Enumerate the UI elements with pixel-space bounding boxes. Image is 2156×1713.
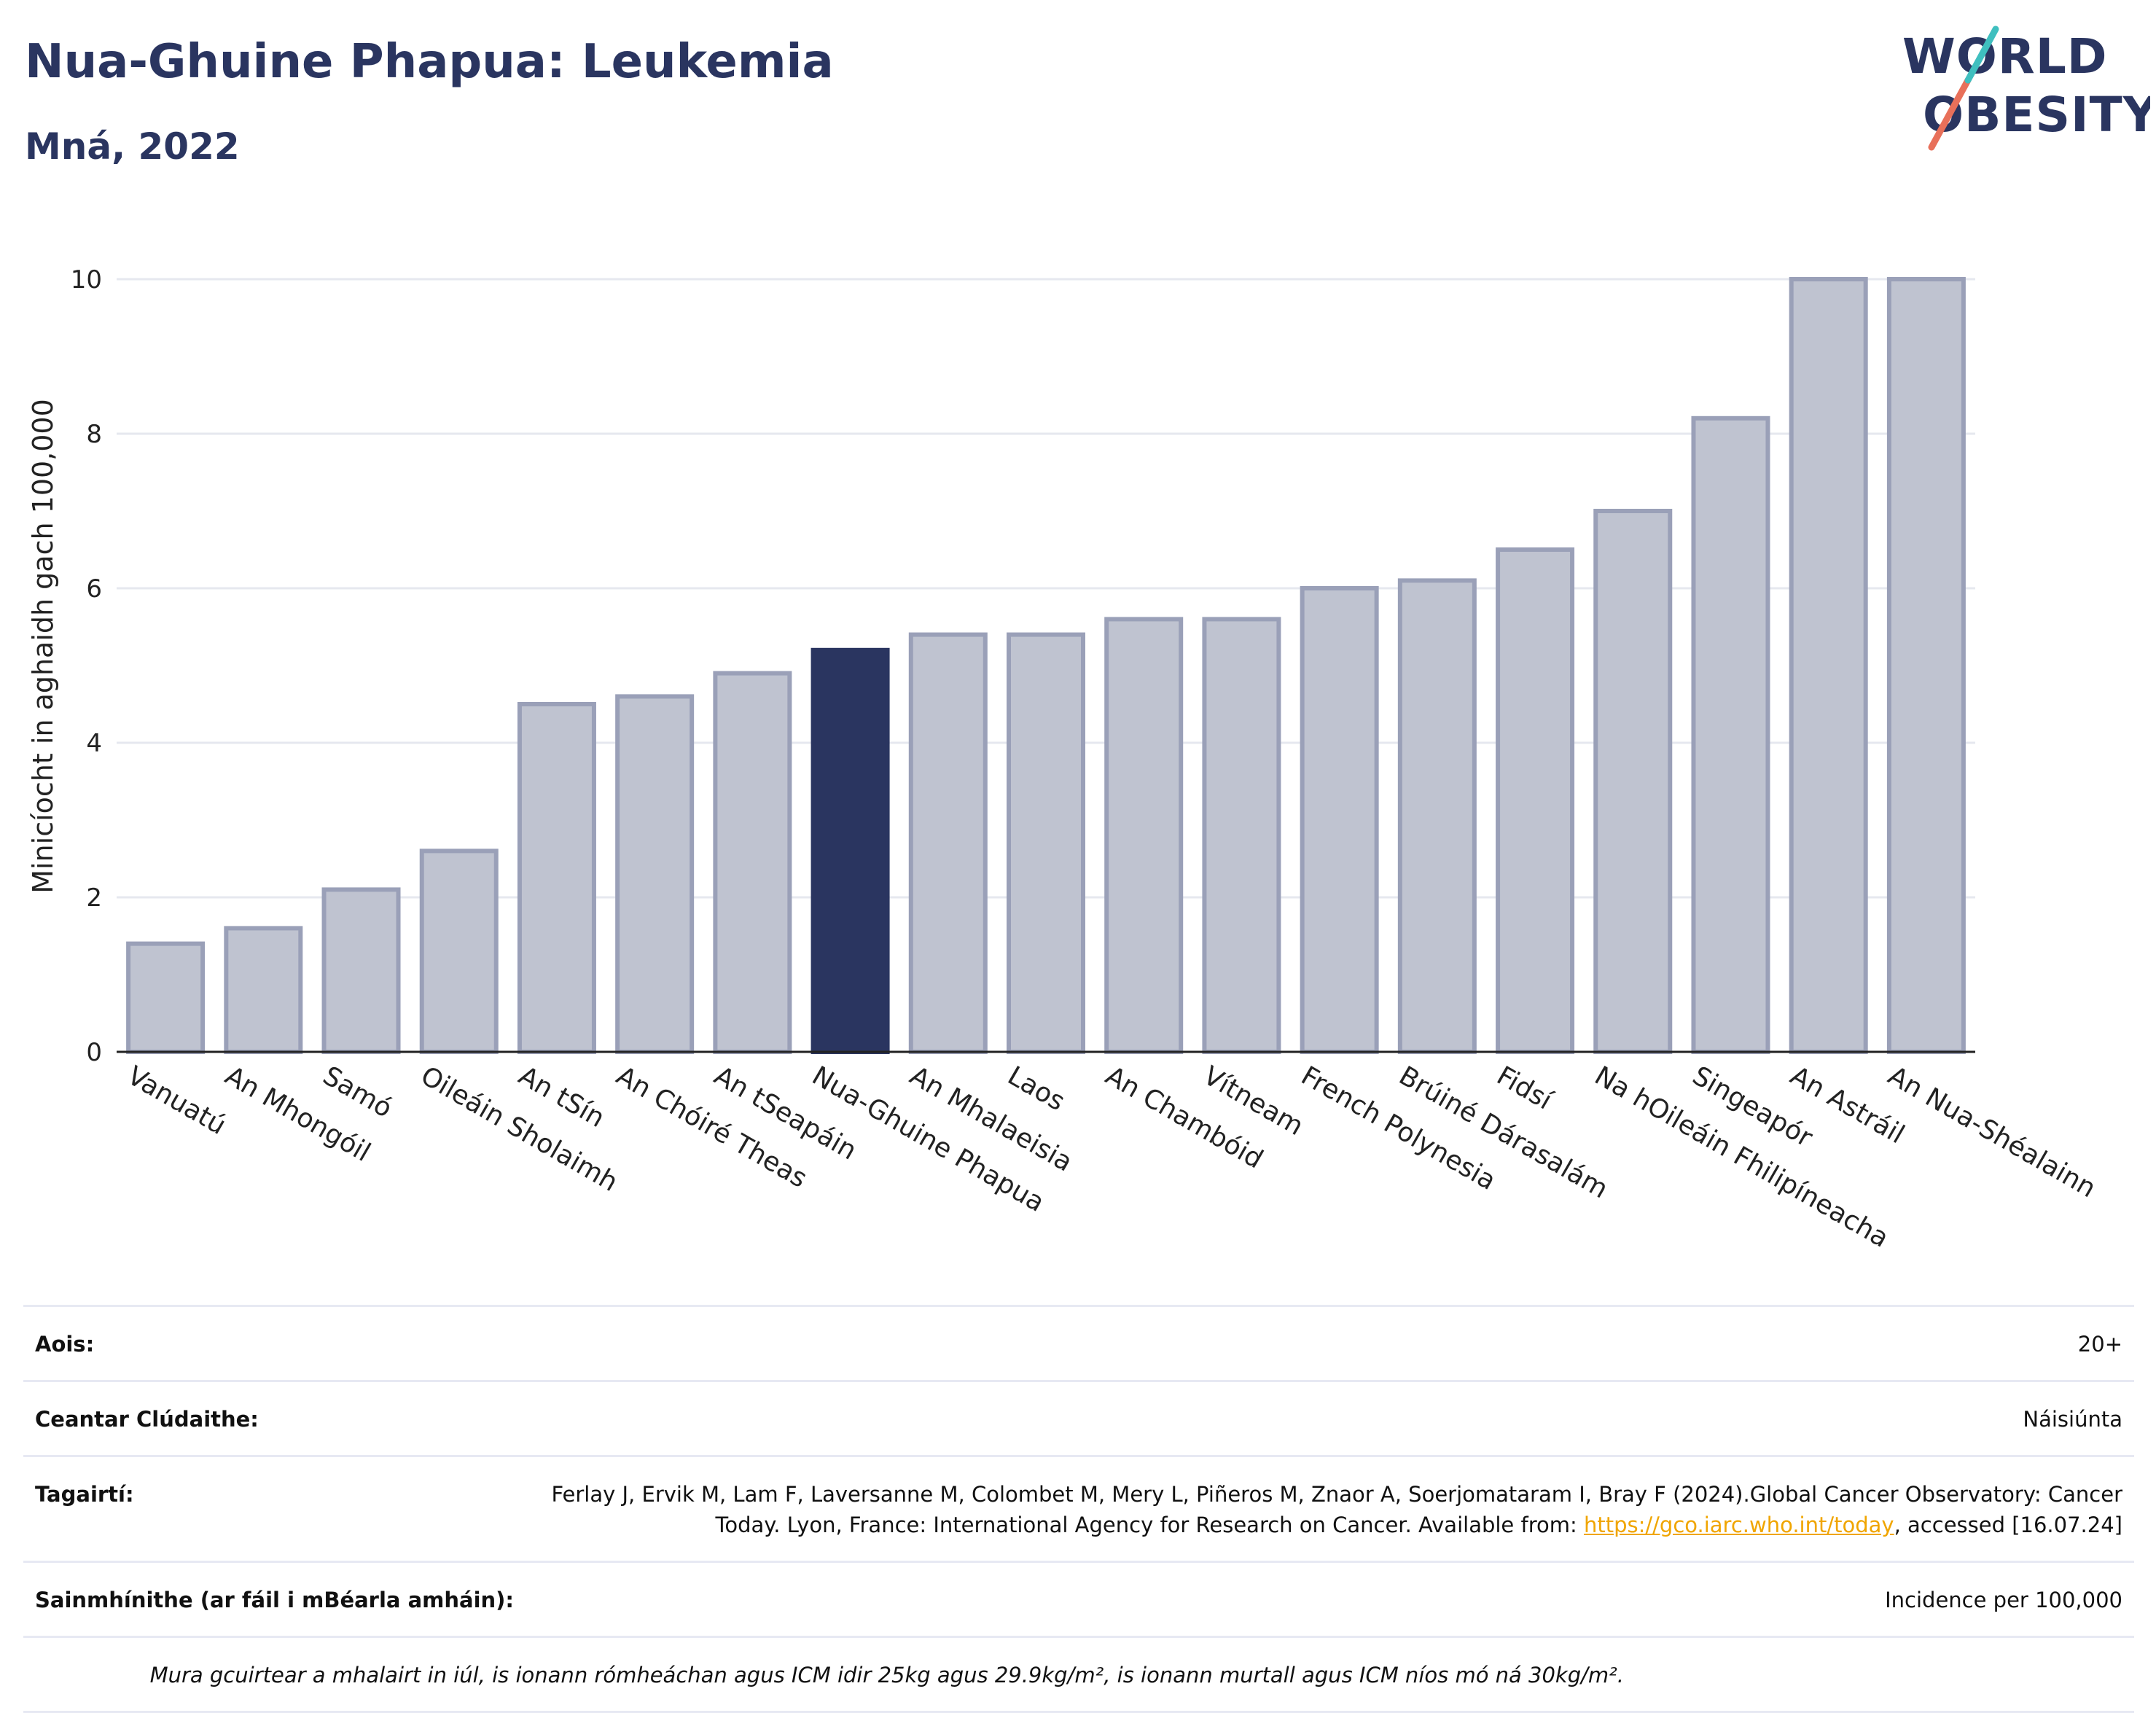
meta-row-age: Aois: 20+ [23,1305,2134,1380]
bar-13[interactable] [1397,578,1477,1054]
bar-11[interactable] [1202,617,1281,1054]
references-text: Ferlay J, Ervik M, Lam F, Laversanne M, … [551,1482,2122,1537]
meta-row-note: Mura gcuirtear a mhalairt in iúl, is ion… [23,1636,2134,1713]
references-label: Tagairtí: [35,1482,134,1507]
page-subtitle: Mná, 2022 [25,125,240,168]
bar-8[interactable] [908,632,988,1054]
y-axis-title: Minicíocht in aghaidh gach 100,000 [27,399,59,894]
x-tick-label: Samó [318,1061,397,1124]
bar-16[interactable] [1691,415,1770,1054]
meta-row-references: Tagairtí: Ferlay J, Ervik M, Lam F, Lave… [23,1455,2134,1561]
bar-4[interactable] [517,702,596,1054]
x-tick-label: An Nua-Shéalainn [1883,1061,2101,1203]
bar-17[interactable] [1789,277,1868,1054]
footnote: Mura gcuirtear a mhalairt in iúl, is ion… [149,1663,1624,1687]
bar-9[interactable] [1007,632,1085,1054]
bar-18[interactable] [1886,277,1966,1054]
meta-row-area: Ceantar Clúdaithe: Náisiúnta [23,1380,2134,1455]
y-tick-label: 10 [71,265,102,294]
x-tick-label: Vanuatú [122,1061,231,1141]
world-obesity-logo: WORLD OBESITY [1902,26,2150,151]
bar-1[interactable] [224,926,303,1055]
bar-15[interactable] [1593,509,1673,1054]
x-tick-label: Laos [1003,1061,1070,1117]
references-link[interactable]: https://gco.iarc.who.int/today [1583,1513,1894,1537]
age-value: 20+ [2077,1332,2122,1357]
bar-3[interactable] [419,848,499,1055]
logo-line1: WORLD [1902,28,2108,85]
y-tick-label: 2 [86,883,102,913]
definitions-label: Sainmhínithe (ar fáil i mBéarla amháin): [35,1588,515,1612]
bar-6[interactable] [713,671,792,1054]
bar-2[interactable] [321,887,401,1055]
bar-7[interactable] [811,647,890,1054]
references-value: Ferlay J, Ervik M, Lam F, Laversanne M, … [534,1479,2122,1540]
area-value: Náisiúnta [2023,1407,2122,1432]
logo-slash-red [1928,77,1972,151]
bars [126,277,1966,1055]
y-tick-label: 4 [86,729,102,758]
meta-row-definitions: Sainmhínithe (ar fáil i mBéarla amháin):… [23,1561,2134,1636]
metadata-table: Aois: 20+ Ceantar Clúdaithe: Náisiúnta T… [23,1305,2134,1713]
x-tick-label: Fidsí [1492,1061,1558,1116]
bar-10[interactable] [1104,617,1184,1054]
page-title: Nua-Ghuine Phapua: Leukemia [25,35,834,89]
definitions-value: Incidence per 100,000 [1885,1588,2122,1612]
y-tick-label: 0 [86,1038,102,1067]
y-tick-label: 6 [86,574,102,604]
bar-5[interactable] [615,694,695,1055]
y-axis-ticks: 0 2 4 6 8 10 [71,265,102,1067]
y-tick-label: 8 [86,420,102,449]
logo-slash-teal [1964,26,1999,84]
age-label: Aois: [35,1332,95,1357]
area-label: Ceantar Clúdaithe: [35,1407,259,1432]
bar-12[interactable] [1300,586,1379,1054]
references-accessed: , accessed [16.07.24] [1894,1513,2122,1537]
bar-0[interactable] [126,941,206,1054]
bar-14[interactable] [1496,547,1575,1054]
